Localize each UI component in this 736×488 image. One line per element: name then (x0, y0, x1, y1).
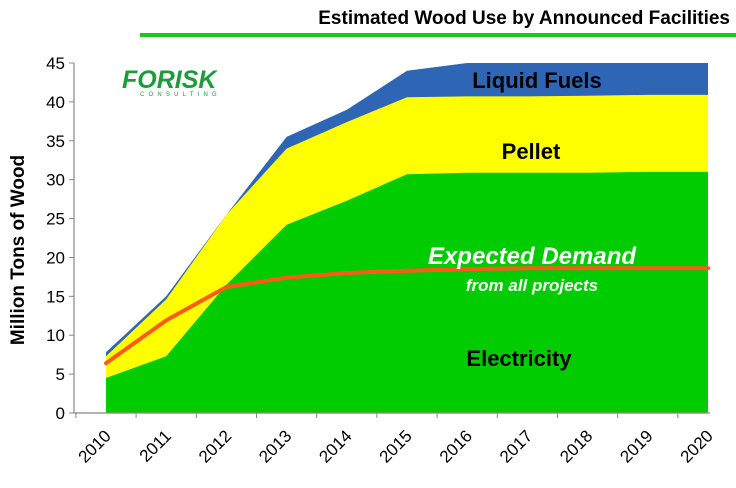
label-liquid-fuels: Liquid Fuels (472, 68, 602, 93)
y-tick-label: 5 (56, 365, 65, 384)
area-electricity (106, 171, 708, 413)
x-tick-label: 2019 (616, 426, 656, 466)
x-tick-label: 2012 (195, 426, 235, 466)
y-tick-label: 25 (46, 210, 65, 229)
x-tick-label: 2014 (315, 426, 355, 466)
expected-demand-line (104, 266, 710, 366)
chart-title: Estimated Wood Use by Announced Faciliti… (318, 8, 730, 29)
label-expected-demand-sub: from all projects (466, 276, 598, 295)
y-tick-label: 15 (46, 287, 65, 306)
forisk-logo-subtext: CONSULTING (140, 92, 221, 98)
demand-line-group (104, 266, 710, 366)
y-tick-label: 45 (46, 54, 65, 73)
forisk-logo-text: FORISK (122, 66, 218, 94)
x-tick-label: 2011 (136, 426, 175, 465)
y-tick-label: 0 (56, 404, 65, 423)
series-labels: Liquid Fuels Pellet Expected Demand from al… (428, 68, 637, 371)
y-tick-label: 35 (46, 132, 65, 151)
y-tick-label: 20 (46, 248, 65, 267)
area-layers (106, 63, 708, 414)
x-tick-label: 2013 (255, 426, 295, 466)
label-electricity: Electricity (466, 346, 572, 371)
x-tick-label: 2018 (556, 426, 596, 466)
x-tick-label: 2020 (677, 426, 717, 466)
x-tick-label: 2015 (376, 426, 416, 466)
y-tick-label: 30 (46, 171, 65, 190)
y-tick-label: 10 (46, 326, 65, 345)
y-axis-label: Million Tons of Wood (8, 155, 29, 345)
label-pellet: Pellet (502, 139, 561, 164)
x-tick-label: 2010 (75, 426, 115, 466)
x-tick-label: 2016 (436, 426, 476, 466)
y-tick-label: 40 (46, 93, 65, 112)
x-tick-label: 2017 (496, 426, 536, 466)
forisk-logo: FORISK CONSULTING (122, 66, 221, 98)
label-expected-demand: Expected Demand (428, 243, 637, 270)
